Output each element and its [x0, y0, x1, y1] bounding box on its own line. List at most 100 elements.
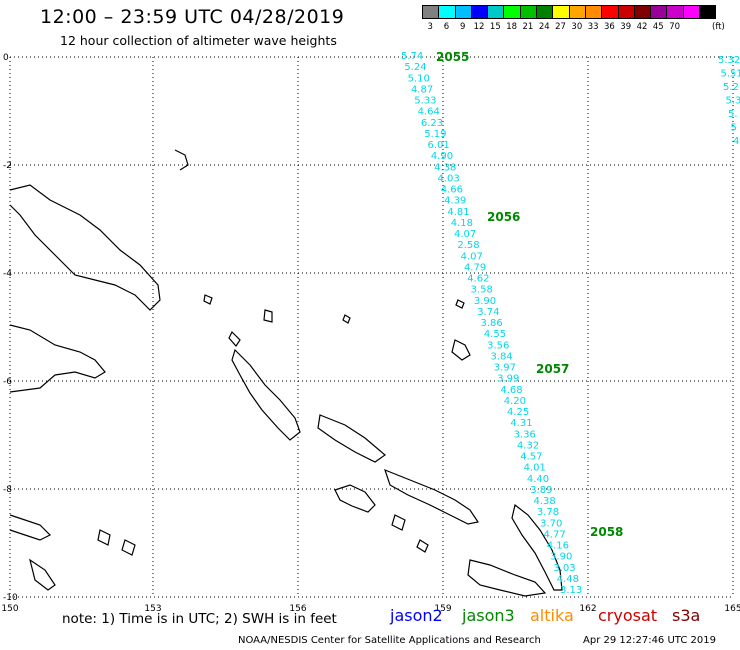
swh-value: 3.36 [514, 429, 536, 440]
legend-label: 15 [489, 22, 501, 32]
map-subtitle: 12 hour collection of altimeter wave hei… [60, 33, 337, 48]
legend-swatch [699, 5, 717, 19]
guadalcanal-coast [467, 559, 547, 597]
legend-label: 9 [460, 22, 466, 32]
swh-value: 3.84 [490, 351, 512, 362]
swh-value: 4.18 [451, 218, 473, 229]
swh-value: 4.66 [441, 185, 463, 196]
small-island-10 [391, 514, 406, 531]
swh-value: 3.86 [481, 318, 503, 329]
swh-value: 4.07 [454, 229, 476, 240]
axis-labels: 150 153 156 159 162 165 0 -2 -4 -6 -8 -10 [1, 53, 740, 614]
swh-value: 5. [728, 109, 738, 120]
swh-value: 3.89 [530, 485, 552, 496]
new-georgia-coast [334, 484, 376, 513]
swh-value: 4.81 [447, 207, 469, 218]
swh-value: 4.39 [444, 196, 466, 207]
swh-value: 4.07 [461, 251, 483, 262]
swh-value: 4.40 [527, 474, 549, 485]
swh-value: 4.01 [524, 463, 546, 474]
generated-time: Apr 29 12:27:46 UTC 2019 [583, 635, 716, 646]
lat-tick-label: 0 [3, 53, 9, 63]
legend-label: 33 [587, 22, 599, 32]
swh-value: 6.23 [421, 118, 443, 129]
swh-value: 5.19 [424, 129, 446, 140]
swh-value: 4.16 [547, 541, 569, 552]
choiseul-coast [317, 414, 386, 463]
lon-tick-label: 165 [724, 604, 740, 614]
footer-note: note: 1) Time is in UTC; 2) SWH is in fe… [62, 611, 337, 627]
swh-value: 4.48 [557, 574, 579, 585]
legend-label: 42 [636, 22, 648, 32]
swh-value: 4.87 [411, 84, 433, 95]
satellite-label: jason2 [390, 606, 443, 625]
lat-tick-label: -8 [3, 485, 12, 495]
rev-number: 2056 [487, 210, 520, 224]
swh-value: 3.78 [537, 507, 559, 518]
swh-value: 5.32 [718, 55, 740, 66]
swh-value: 3.58 [471, 285, 493, 296]
swh-value: 6.01 [428, 140, 450, 151]
swh-value: 4.55 [484, 329, 506, 340]
small-island-3 [203, 294, 213, 305]
swh-value: 5.2 [723, 82, 739, 93]
swh-value: 5.3 [726, 96, 740, 107]
legend-label: 36 [604, 22, 615, 32]
credit-line: NOAA/NESDIS Center for Satellite Applica… [238, 635, 541, 646]
color-legend [422, 5, 717, 19]
swh-value: 4 [733, 136, 739, 147]
malaita-coast [511, 503, 563, 591]
swh-value: 4.77 [543, 529, 565, 540]
lon-tick-label: 159 [434, 604, 451, 614]
legend-label: 45 [652, 22, 664, 32]
legend-label: 6 [443, 22, 450, 32]
small-island-2 [342, 314, 351, 324]
legend-label: 27 [555, 22, 566, 32]
satellite-label: jason3 [462, 606, 515, 625]
swh-value: 4.20 [504, 396, 526, 407]
lat-tick-label: -4 [3, 269, 12, 279]
legend-label: 70 [669, 22, 681, 32]
lat-tick-label: -6 [3, 377, 12, 387]
small-island-7 [97, 529, 111, 546]
new-ireland-coast [451, 339, 471, 361]
swh-value: 3.13 [560, 585, 582, 596]
rev-number: 2055 [436, 50, 469, 64]
satellite-label: cryosat [598, 606, 658, 625]
swh-value: 2.58 [457, 240, 479, 251]
small-island-11 [416, 539, 429, 553]
swh-value: 5 [731, 123, 737, 134]
swh-value: 3.90 [474, 296, 496, 307]
swh-value: 5.74 [401, 51, 423, 62]
lon-tick-label: 162 [579, 604, 596, 614]
altimeter-track: 5.745.245.104.875.334.646.235.196.014.90… [401, 51, 582, 596]
lon-tick-label: 156 [289, 604, 306, 614]
santa-isabel-coast [384, 468, 479, 525]
swh-value: 3.03 [553, 563, 575, 574]
new-guinea-coast [9, 324, 106, 393]
swh-value: 5.33 [414, 96, 436, 107]
swh-value: 4.90 [431, 151, 453, 162]
swh-value: 3.97 [494, 363, 516, 374]
satellite-label: altika [530, 606, 574, 625]
swh-value: 4.25 [507, 407, 529, 418]
buka-coast [228, 330, 241, 347]
legend-label: 21 [522, 22, 534, 32]
swh-value: 4.38 [534, 496, 556, 507]
color-legend-labels: 3 6 9 12 15 18 21 24 27 30 33 36 39 42 45 70 [422, 22, 683, 32]
lat-lon-grid [9, 56, 734, 598]
rev-number: 2058 [590, 525, 623, 539]
bougainville-coast [231, 348, 301, 441]
new-britain-coast [9, 184, 161, 311]
satellite-label: s3a [672, 606, 701, 625]
swh-value: 4.32 [517, 440, 539, 451]
swh-value: 4.62 [467, 274, 489, 285]
legend-unit: (ft) [712, 22, 725, 32]
swh-value: 4.68 [500, 385, 522, 396]
small-island-9 [29, 558, 56, 591]
legend-label: 24 [538, 22, 550, 32]
small-island-4 [455, 299, 465, 309]
lat-tick-label: -2 [3, 161, 12, 171]
swh-value: 4.31 [510, 418, 532, 429]
